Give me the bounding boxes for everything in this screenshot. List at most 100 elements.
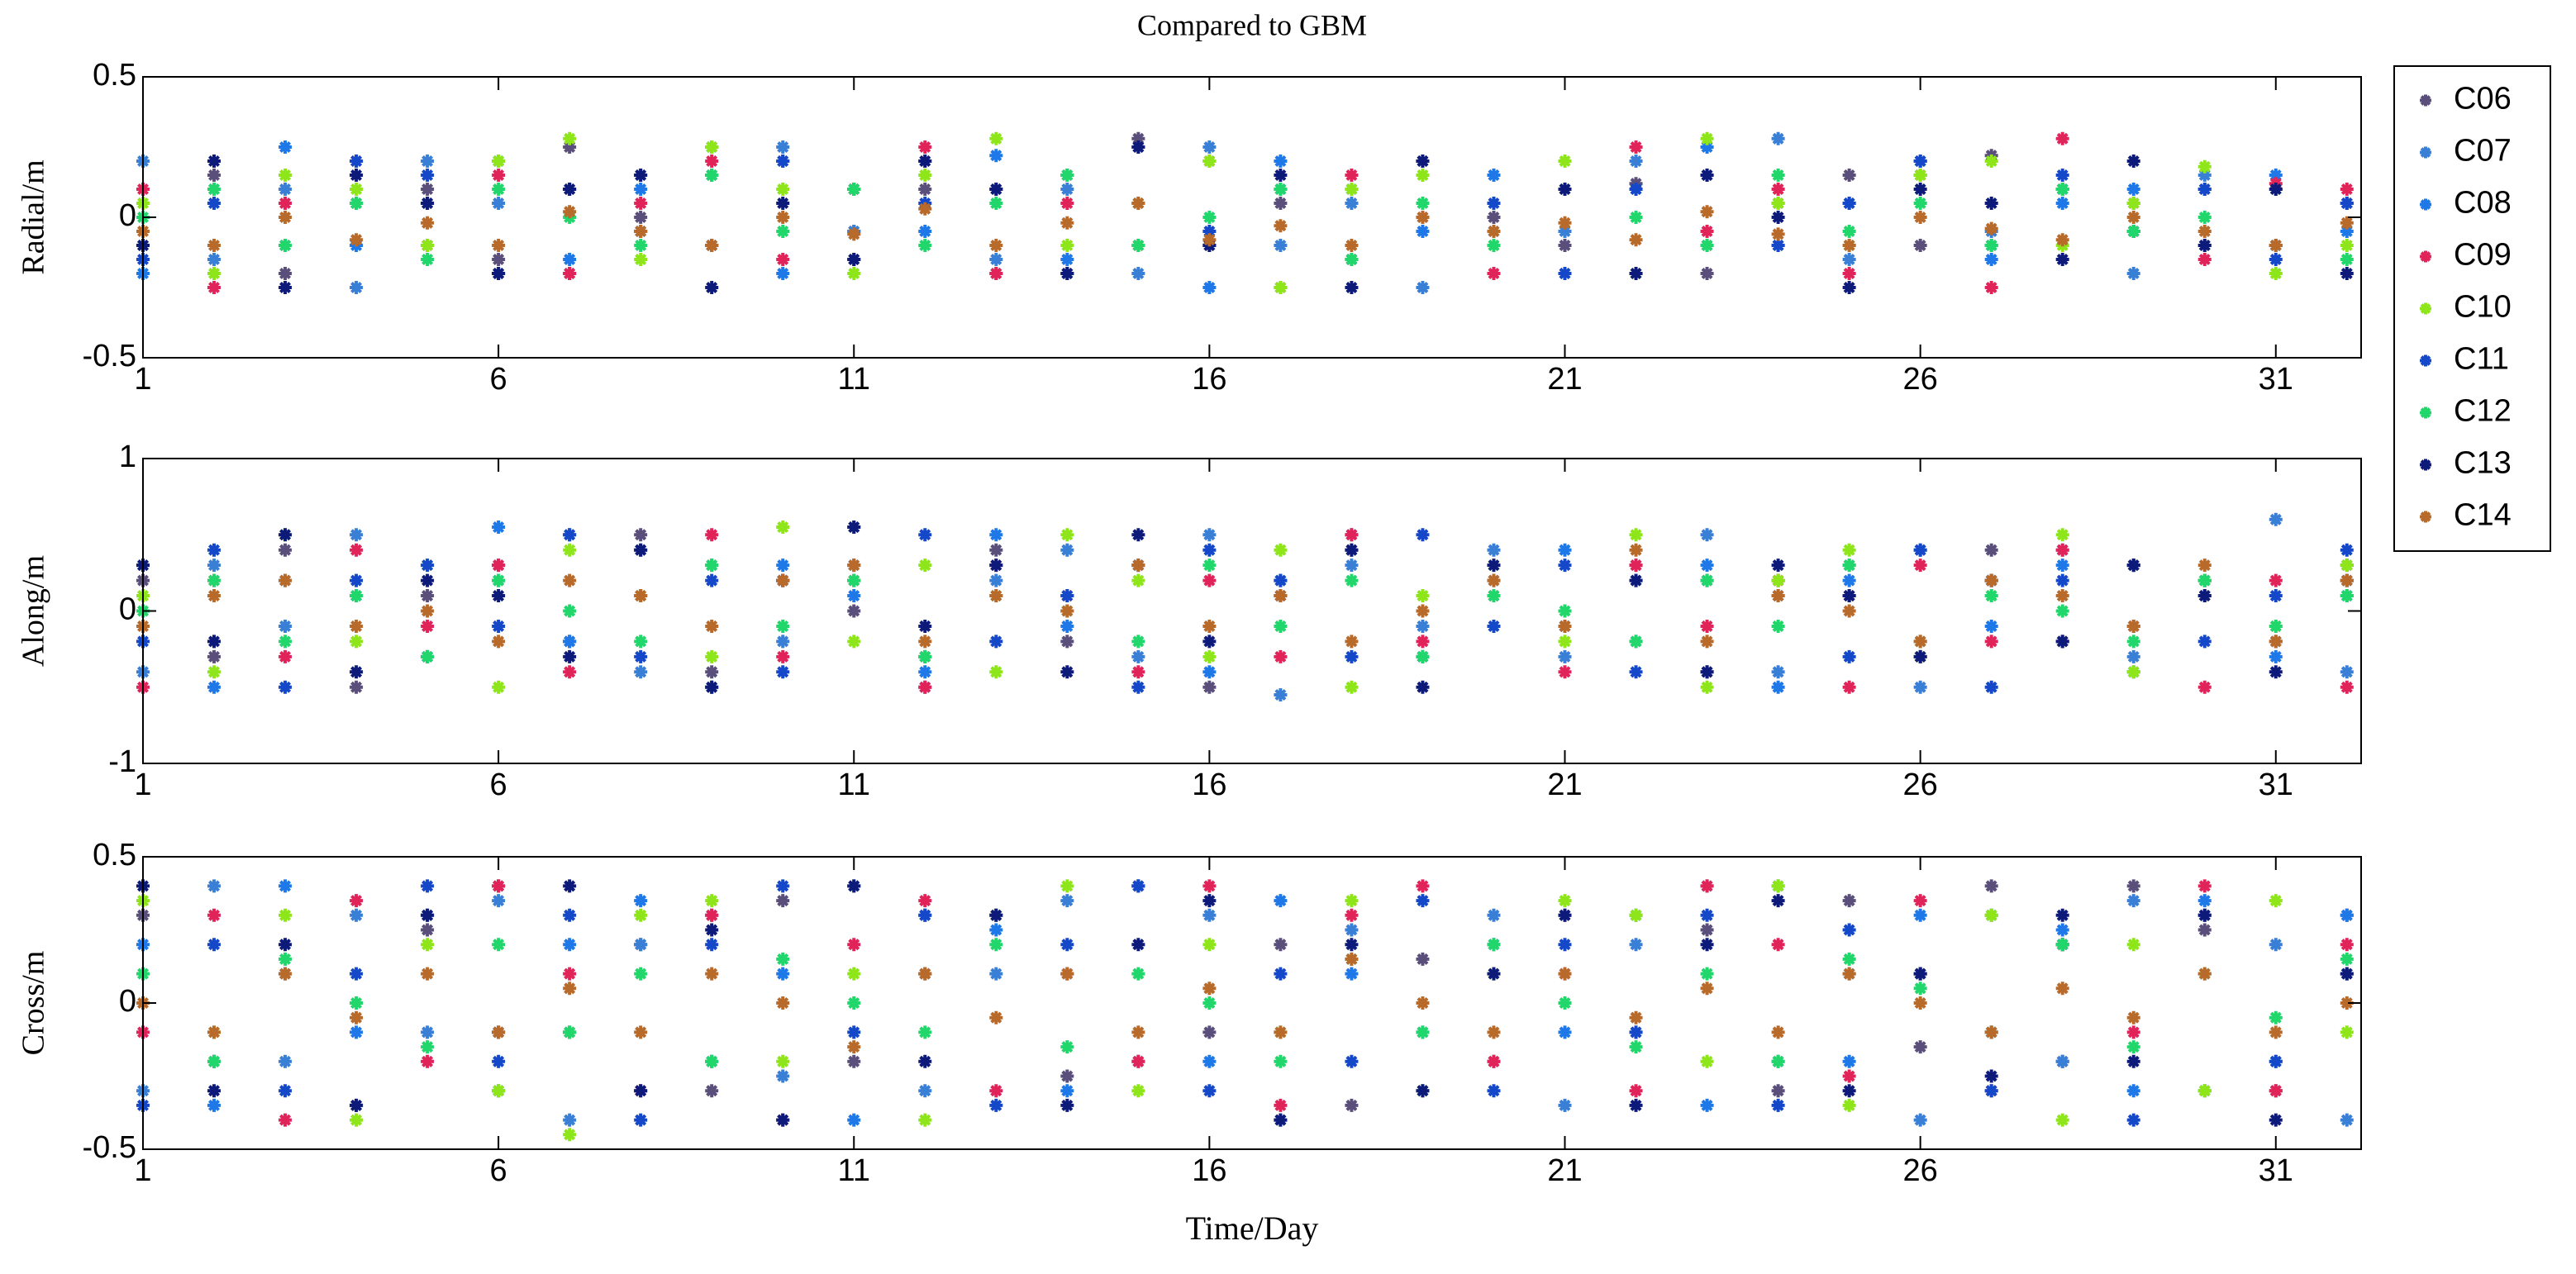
point: [2340, 1113, 2354, 1127]
point: [634, 938, 648, 952]
point: [705, 1054, 719, 1068]
point: [563, 1025, 577, 1039]
point: [1558, 1098, 1572, 1112]
point: [279, 267, 293, 280]
point: [1984, 239, 1998, 252]
point: [847, 183, 861, 196]
point: [1842, 559, 1856, 573]
point: [2269, 665, 2283, 679]
x-tick-label: 21: [1547, 1153, 1582, 1188]
point: [705, 559, 719, 573]
point: [1558, 216, 1572, 230]
point: [207, 1084, 221, 1098]
point: [350, 1113, 364, 1127]
point: [1984, 543, 1998, 557]
point: [1700, 619, 1714, 633]
point: [350, 197, 364, 210]
point: [279, 1054, 293, 1068]
point: [1700, 559, 1714, 573]
point: [847, 589, 861, 603]
point: [1771, 1054, 1785, 1068]
point: [1842, 543, 1856, 557]
point: [2055, 938, 2069, 952]
point: [2055, 1113, 2069, 1127]
legend-marker: [2420, 354, 2431, 367]
point: [207, 1025, 221, 1039]
point: [1416, 589, 1430, 603]
point: [1416, 169, 1430, 182]
point: [918, 202, 932, 216]
point: [705, 649, 719, 663]
point: [1487, 573, 1501, 587]
point: [1487, 967, 1501, 981]
point: [207, 169, 221, 182]
point: [2197, 573, 2212, 587]
point: [847, 227, 861, 241]
legend-label: C08: [2454, 186, 2512, 221]
point: [492, 267, 506, 280]
point: [2340, 216, 2354, 230]
point: [2197, 559, 2212, 573]
point: [279, 680, 293, 694]
point: [705, 573, 719, 587]
point: [776, 619, 790, 633]
x-tick-label: 11: [838, 362, 870, 397]
point: [350, 169, 364, 182]
point: [421, 239, 435, 252]
point: [1913, 1040, 1927, 1054]
point: [1345, 649, 1359, 663]
point: [634, 183, 648, 196]
point: [1700, 1098, 1714, 1112]
point: [1416, 604, 1430, 618]
point: [563, 649, 577, 663]
point: [2269, 253, 2283, 266]
point: [1416, 225, 1430, 238]
x-tick-label: 31: [2259, 768, 2293, 802]
plot-area: [143, 77, 2361, 358]
point: [1131, 573, 1145, 587]
point: [350, 996, 364, 1010]
point: [2126, 225, 2140, 238]
point: [2340, 573, 2354, 587]
y-tick-label: 0.5: [93, 838, 136, 872]
point: [776, 649, 790, 663]
point: [1913, 1113, 1927, 1127]
point: [1274, 239, 1288, 252]
point: [421, 154, 435, 168]
point: [563, 665, 577, 679]
point: [1202, 154, 1217, 168]
point: [421, 967, 435, 981]
x-tick-label: 1: [134, 768, 151, 802]
point: [1771, 227, 1785, 241]
point: [1060, 1040, 1074, 1054]
y-tick-label: -0.5: [83, 339, 136, 373]
point: [2126, 665, 2140, 679]
point: [2126, 1054, 2140, 1068]
point: [1984, 680, 1998, 694]
point: [563, 967, 577, 981]
y-tick-label: -0.5: [83, 1130, 136, 1165]
point: [1131, 680, 1145, 694]
point: [207, 635, 221, 649]
point: [1345, 908, 1359, 922]
point: [1558, 908, 1572, 922]
point: [705, 938, 719, 952]
point: [1060, 604, 1074, 618]
point: [279, 239, 293, 252]
point: [2055, 528, 2069, 542]
point: [207, 908, 221, 922]
point: [1274, 1113, 1288, 1127]
point: [776, 1069, 790, 1083]
point: [207, 559, 221, 573]
point: [1487, 197, 1501, 210]
point: [1771, 1098, 1785, 1112]
point: [1629, 938, 1643, 952]
point: [1629, 559, 1643, 573]
point: [2340, 225, 2354, 238]
point: [421, 619, 435, 633]
point: [350, 573, 364, 587]
x-tick-label: 16: [1192, 768, 1226, 802]
point: [705, 1084, 719, 1098]
chart-title: Compared to GBM: [1137, 8, 1367, 41]
